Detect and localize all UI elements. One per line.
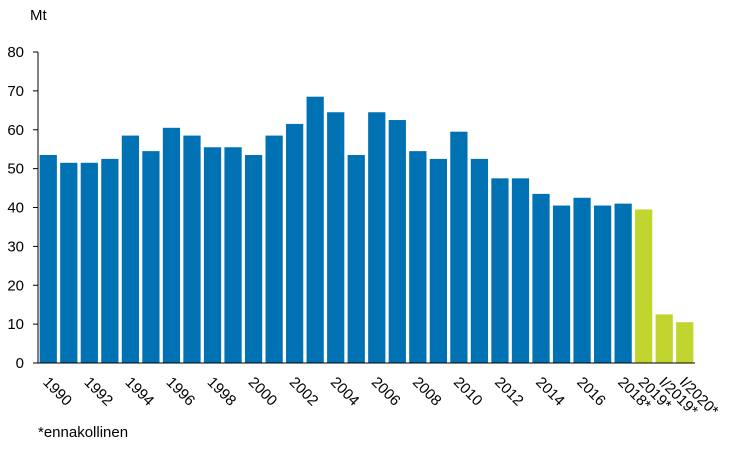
y-tick-label: 40 — [7, 200, 24, 217]
bar — [244, 155, 263, 363]
bar — [101, 158, 119, 363]
bar — [491, 178, 509, 363]
bar — [429, 158, 447, 363]
y-tick-label: 80 — [7, 44, 24, 61]
bar — [368, 112, 386, 363]
bar — [327, 112, 345, 363]
x-tick-label: 2008 — [409, 374, 445, 410]
y-tick-label: 20 — [7, 277, 24, 294]
bar — [532, 193, 550, 363]
bar — [511, 178, 530, 363]
bar — [593, 205, 612, 363]
y-tick-label: 30 — [7, 238, 24, 255]
footnote: *ennakollinen — [38, 424, 128, 441]
bar — [614, 203, 632, 363]
bar — [573, 197, 591, 363]
bar — [409, 151, 427, 363]
bar — [655, 314, 673, 363]
y-tick-label: 10 — [7, 316, 24, 333]
bar — [306, 96, 324, 364]
x-tick-label: 1990 — [39, 374, 75, 410]
bar — [60, 162, 78, 363]
bar — [121, 135, 140, 363]
y-tick-label: 60 — [7, 122, 24, 139]
x-tick-label: 2010 — [450, 374, 486, 410]
y-axis-label: Mt — [30, 7, 47, 24]
bar — [142, 151, 160, 363]
bar — [676, 322, 694, 363]
bar — [388, 120, 406, 363]
x-tick-label: 2002 — [286, 374, 322, 410]
bar — [635, 209, 653, 363]
bar — [450, 131, 468, 363]
bar — [203, 147, 222, 363]
y-tick-label: 0 — [16, 355, 24, 372]
bar — [470, 158, 489, 363]
x-tick-label: 2004 — [327, 374, 363, 410]
bar — [347, 155, 365, 363]
bar — [162, 127, 181, 364]
x-tick-label: 1992 — [80, 374, 116, 410]
y-tick-label: 70 — [7, 83, 24, 100]
bar — [265, 135, 283, 363]
bar — [224, 147, 242, 363]
bar — [80, 162, 98, 363]
x-tick-label: 1998 — [204, 374, 240, 410]
x-tick-label: 2016 — [573, 374, 609, 410]
bar — [286, 123, 304, 363]
x-tick-label: 2012 — [491, 374, 527, 410]
bar — [39, 155, 57, 363]
bar — [183, 135, 201, 363]
x-tick-label: 1996 — [163, 374, 199, 410]
x-tick-label: 1994 — [122, 374, 158, 410]
bar — [552, 205, 571, 363]
x-tick-label: 2000 — [245, 374, 281, 410]
x-tick-label: 2014 — [532, 374, 568, 410]
x-tick-label: 2006 — [368, 374, 404, 410]
y-tick-label: 50 — [7, 161, 24, 178]
